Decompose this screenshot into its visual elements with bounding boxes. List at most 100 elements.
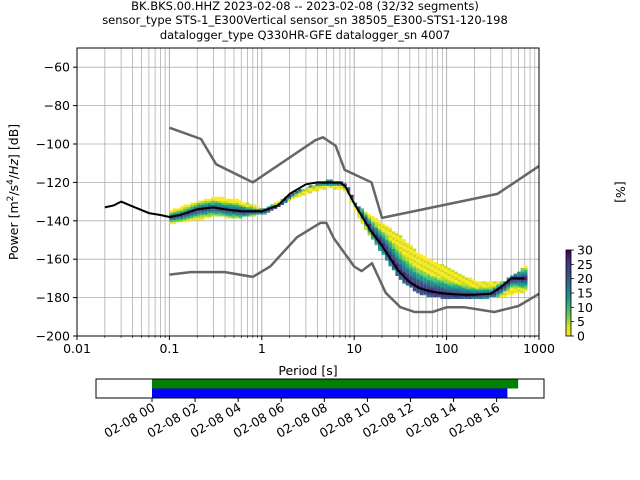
heatmap-cell xyxy=(416,290,420,294)
heatmap-cell xyxy=(378,233,382,236)
heatmap-cell xyxy=(364,225,368,229)
heatmap-cell xyxy=(287,198,292,202)
heatmap-cell xyxy=(437,281,441,284)
heatmap-cell xyxy=(228,202,232,205)
heatmap-cell xyxy=(176,210,180,213)
heatmap-cell xyxy=(245,214,250,217)
heatmap-cell xyxy=(433,281,438,284)
heatmap-cell xyxy=(461,290,465,294)
heatmap-cell xyxy=(437,288,441,292)
heatmap-cell xyxy=(402,250,406,253)
heatmap-cell xyxy=(416,283,420,286)
heatmap-cell xyxy=(176,219,180,223)
heatmap-cell xyxy=(332,187,337,190)
heatmap-cell xyxy=(412,250,417,253)
heatmap-cell xyxy=(426,264,431,267)
heatmap-cell xyxy=(395,252,399,255)
heatmap-cell xyxy=(489,283,493,286)
heatmap-cell xyxy=(391,239,396,242)
heatmap-cell xyxy=(391,231,396,234)
heatmap-cell xyxy=(367,229,372,232)
heatmap-cell xyxy=(416,256,420,259)
heatmap-cell xyxy=(398,256,403,259)
probability-heatmap xyxy=(169,179,528,300)
heatmap-cell xyxy=(378,229,382,232)
heatmap-cell xyxy=(298,194,302,198)
heatmap-cell xyxy=(218,202,222,205)
heatmap-cell xyxy=(482,288,486,292)
heatmap-cell xyxy=(193,217,198,221)
heatmap-cell xyxy=(440,283,445,286)
heatmap-cell xyxy=(183,219,187,223)
heatmap-cell xyxy=(440,290,445,294)
heatmap-cell xyxy=(252,204,257,207)
heatmap-cell xyxy=(398,239,403,242)
heatmap-cell xyxy=(457,290,462,294)
heatmap-cell xyxy=(221,198,226,202)
heatmap-cell xyxy=(430,260,434,263)
heatmap-cell xyxy=(444,283,448,286)
heatmap-cell xyxy=(419,254,424,257)
heatmap-cell xyxy=(447,296,452,300)
heatmap-cell xyxy=(395,269,399,273)
y-tick-label: −160 xyxy=(36,252,70,267)
heatmap-cell xyxy=(357,214,361,217)
heatmap-cell xyxy=(273,202,278,205)
heatmap-cell xyxy=(471,279,476,282)
heatmap-cell xyxy=(381,248,385,252)
heatmap-cell xyxy=(398,235,403,238)
heatmap-cell xyxy=(440,264,445,267)
heatmap-cell xyxy=(391,233,396,236)
timeline-bar-psd xyxy=(152,388,508,398)
heatmap-cell xyxy=(426,292,431,296)
heatmap-cell xyxy=(447,285,452,288)
heatmap-cell xyxy=(426,269,431,273)
heatmap-cell xyxy=(506,283,511,286)
heatmap-cell xyxy=(444,271,448,275)
heatmap-cell xyxy=(482,285,486,288)
heatmap-cell xyxy=(517,283,521,286)
heatmap-cell xyxy=(412,252,417,255)
heatmap-cell xyxy=(284,200,288,204)
heatmap-cell xyxy=(235,206,239,209)
heatmap-cell xyxy=(367,219,372,223)
heatmap-cell xyxy=(364,212,368,215)
heatmap-cell xyxy=(214,200,219,204)
heatmap-cell xyxy=(419,262,424,265)
colorbar-tick-label: 20 xyxy=(577,271,593,286)
heatmap-cell xyxy=(419,260,424,263)
heatmap-cell xyxy=(360,208,365,211)
heatmap-cell xyxy=(454,277,458,280)
heatmap-cell xyxy=(391,240,396,244)
heatmap-cell xyxy=(517,281,521,284)
heatmap-cell xyxy=(402,248,406,252)
heatmap-cell xyxy=(214,196,219,200)
heatmap-cell xyxy=(496,290,500,294)
heatmap-cell xyxy=(457,275,462,278)
heatmap-cell xyxy=(402,244,406,248)
heatmap-cell xyxy=(402,271,406,275)
heatmap-cell xyxy=(391,254,396,257)
heatmap-cell xyxy=(322,187,326,190)
heatmap-cell xyxy=(211,208,215,211)
heatmap-cell xyxy=(430,281,434,284)
heatmap-cell xyxy=(360,210,365,213)
heatmap-cell xyxy=(510,292,514,296)
heatmap-cell xyxy=(207,208,212,211)
heatmap-cell xyxy=(437,287,441,290)
heatmap-cell xyxy=(437,277,441,280)
heatmap-cell xyxy=(378,244,382,248)
heatmap-cell xyxy=(214,202,219,205)
heatmap-cell xyxy=(391,267,396,271)
heatmap-cell xyxy=(252,206,257,209)
heatmap-cell xyxy=(461,285,465,288)
heatmap-cell xyxy=(451,285,455,288)
heatmap-cell xyxy=(402,256,406,259)
heatmap-cell xyxy=(277,200,281,204)
heatmap-cell xyxy=(426,271,431,275)
heatmap-cell xyxy=(245,202,250,205)
heatmap-cell xyxy=(430,287,434,290)
heatmap-cell xyxy=(482,283,486,286)
heatmap-cell xyxy=(252,212,257,215)
heatmap-cell xyxy=(423,292,427,296)
